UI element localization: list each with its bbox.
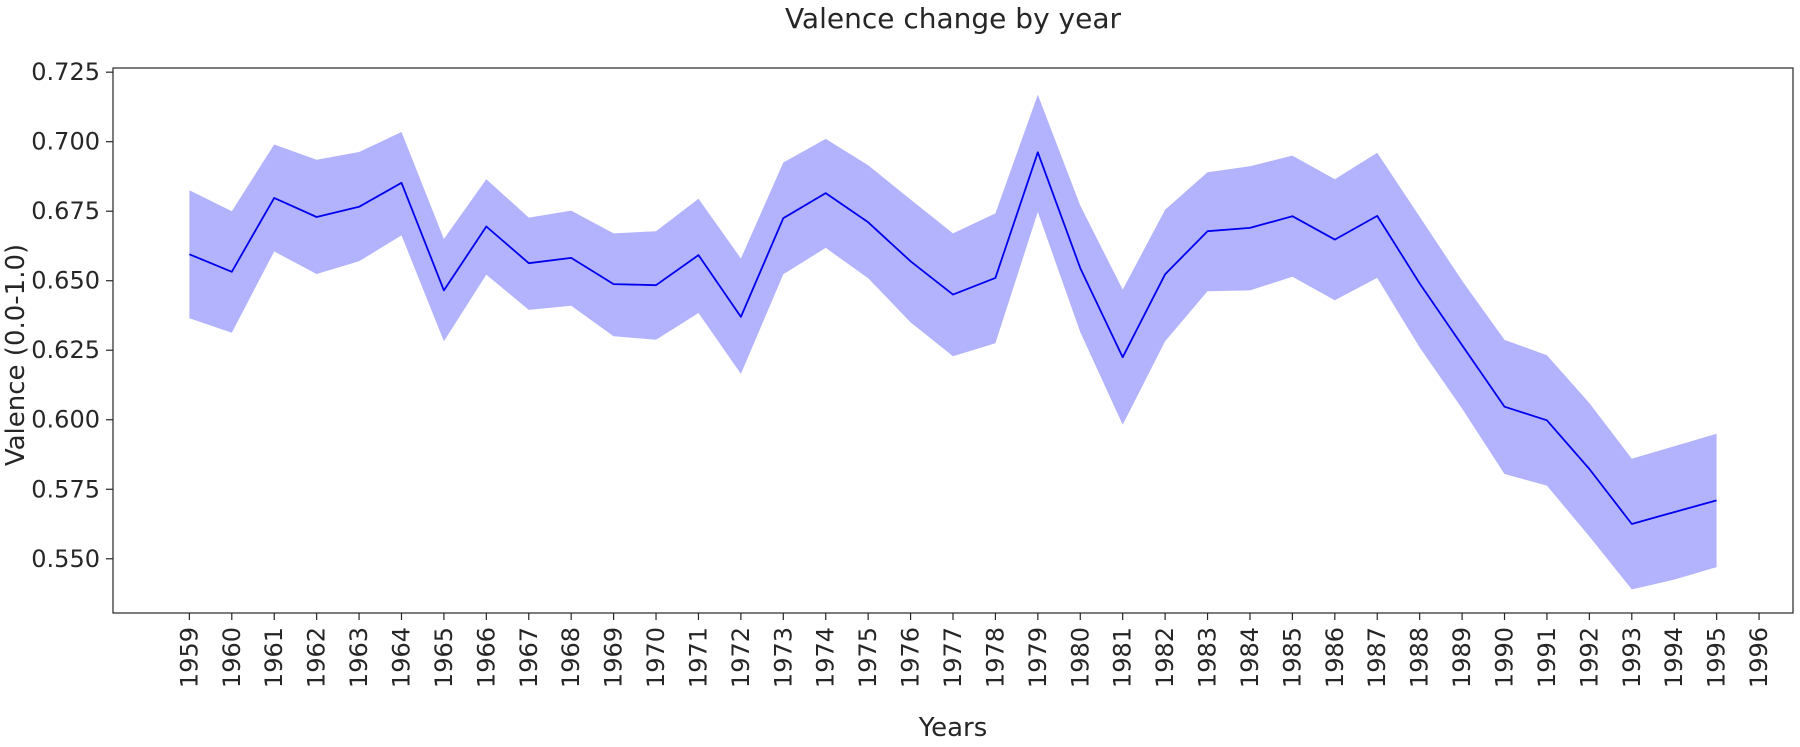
x-tick-label: 1976 [897,627,925,688]
x-axis-label: Years [918,713,988,743]
x-tick-label: 1985 [1278,627,1306,688]
x-tick-label: 1974 [812,627,840,688]
x-tick-label: 1967 [515,627,543,688]
x-tick-label: 1972 [727,627,755,688]
y-tick-label: 0.675 [31,197,100,225]
x-tick-label: 1970 [642,627,670,688]
x-tick-label: 1973 [769,627,797,688]
x-tick-label: 1994 [1660,627,1688,688]
x-tick-label: 1962 [303,627,331,688]
x-tick-label: 1980 [1066,627,1094,688]
x-tick-label: 1990 [1491,627,1519,688]
y-tick-label: 0.625 [31,336,100,364]
x-tick-label: 1995 [1703,627,1731,688]
y-axis: 0.550 0.575 0.600 0.625 0.650 0.675 0.700 0.725 [31,58,113,573]
series-line [189,151,1717,525]
x-tick-label: 1984 [1236,627,1264,688]
y-tick-label: 0.650 [31,267,100,295]
x-tick-label: 1975 [854,627,882,688]
x-tick-label: 1986 [1321,627,1349,688]
x-tick-label: 1959 [175,627,203,688]
x-tick-label: 1982 [1151,627,1179,688]
x-tick-label: 1981 [1109,627,1137,688]
x-tick-label: 1989 [1448,627,1476,688]
x-tick-label: 1961 [260,627,288,688]
x-tick-label: 1977 [939,627,967,688]
x-tick-label: 1966 [472,627,500,688]
x-tick-label: 1983 [1194,627,1222,688]
x-tick-label: 1996 [1745,627,1773,688]
confidence-band [189,94,1717,590]
y-tick-label: 0.575 [31,475,100,503]
y-tick-label: 0.600 [31,406,100,434]
x-tick-label: 1968 [557,627,585,688]
x-tick-label: 1971 [685,627,713,688]
x-tick-label: 1963 [345,627,373,688]
plot-area [112,67,1794,614]
y-tick-label: 0.700 [31,128,100,156]
y-tick-label: 0.725 [31,58,100,86]
x-tick-label: 1991 [1533,627,1561,688]
x-tick-label: 1960 [218,627,246,688]
x-axis: 1959 1960 1961 1962 1963 1964 1965 1966 1967 1968… [175,613,1773,688]
x-tick-label: 1987 [1363,627,1391,688]
x-tick-label: 1965 [430,627,458,688]
y-axis-label: Valence (0.0-1.0) [1,244,31,466]
chart-title: Valence change by year [785,2,1122,35]
x-tick-label: 1964 [388,627,416,688]
y-tick-label: 0.550 [31,545,100,573]
x-tick-label: 1993 [1618,627,1646,688]
x-tick-label: 1988 [1406,627,1434,688]
x-tick-label: 1969 [600,627,628,688]
x-tick-label: 1992 [1575,627,1603,688]
x-tick-label: 1978 [981,627,1009,688]
x-tick-label: 1979 [1024,627,1052,688]
